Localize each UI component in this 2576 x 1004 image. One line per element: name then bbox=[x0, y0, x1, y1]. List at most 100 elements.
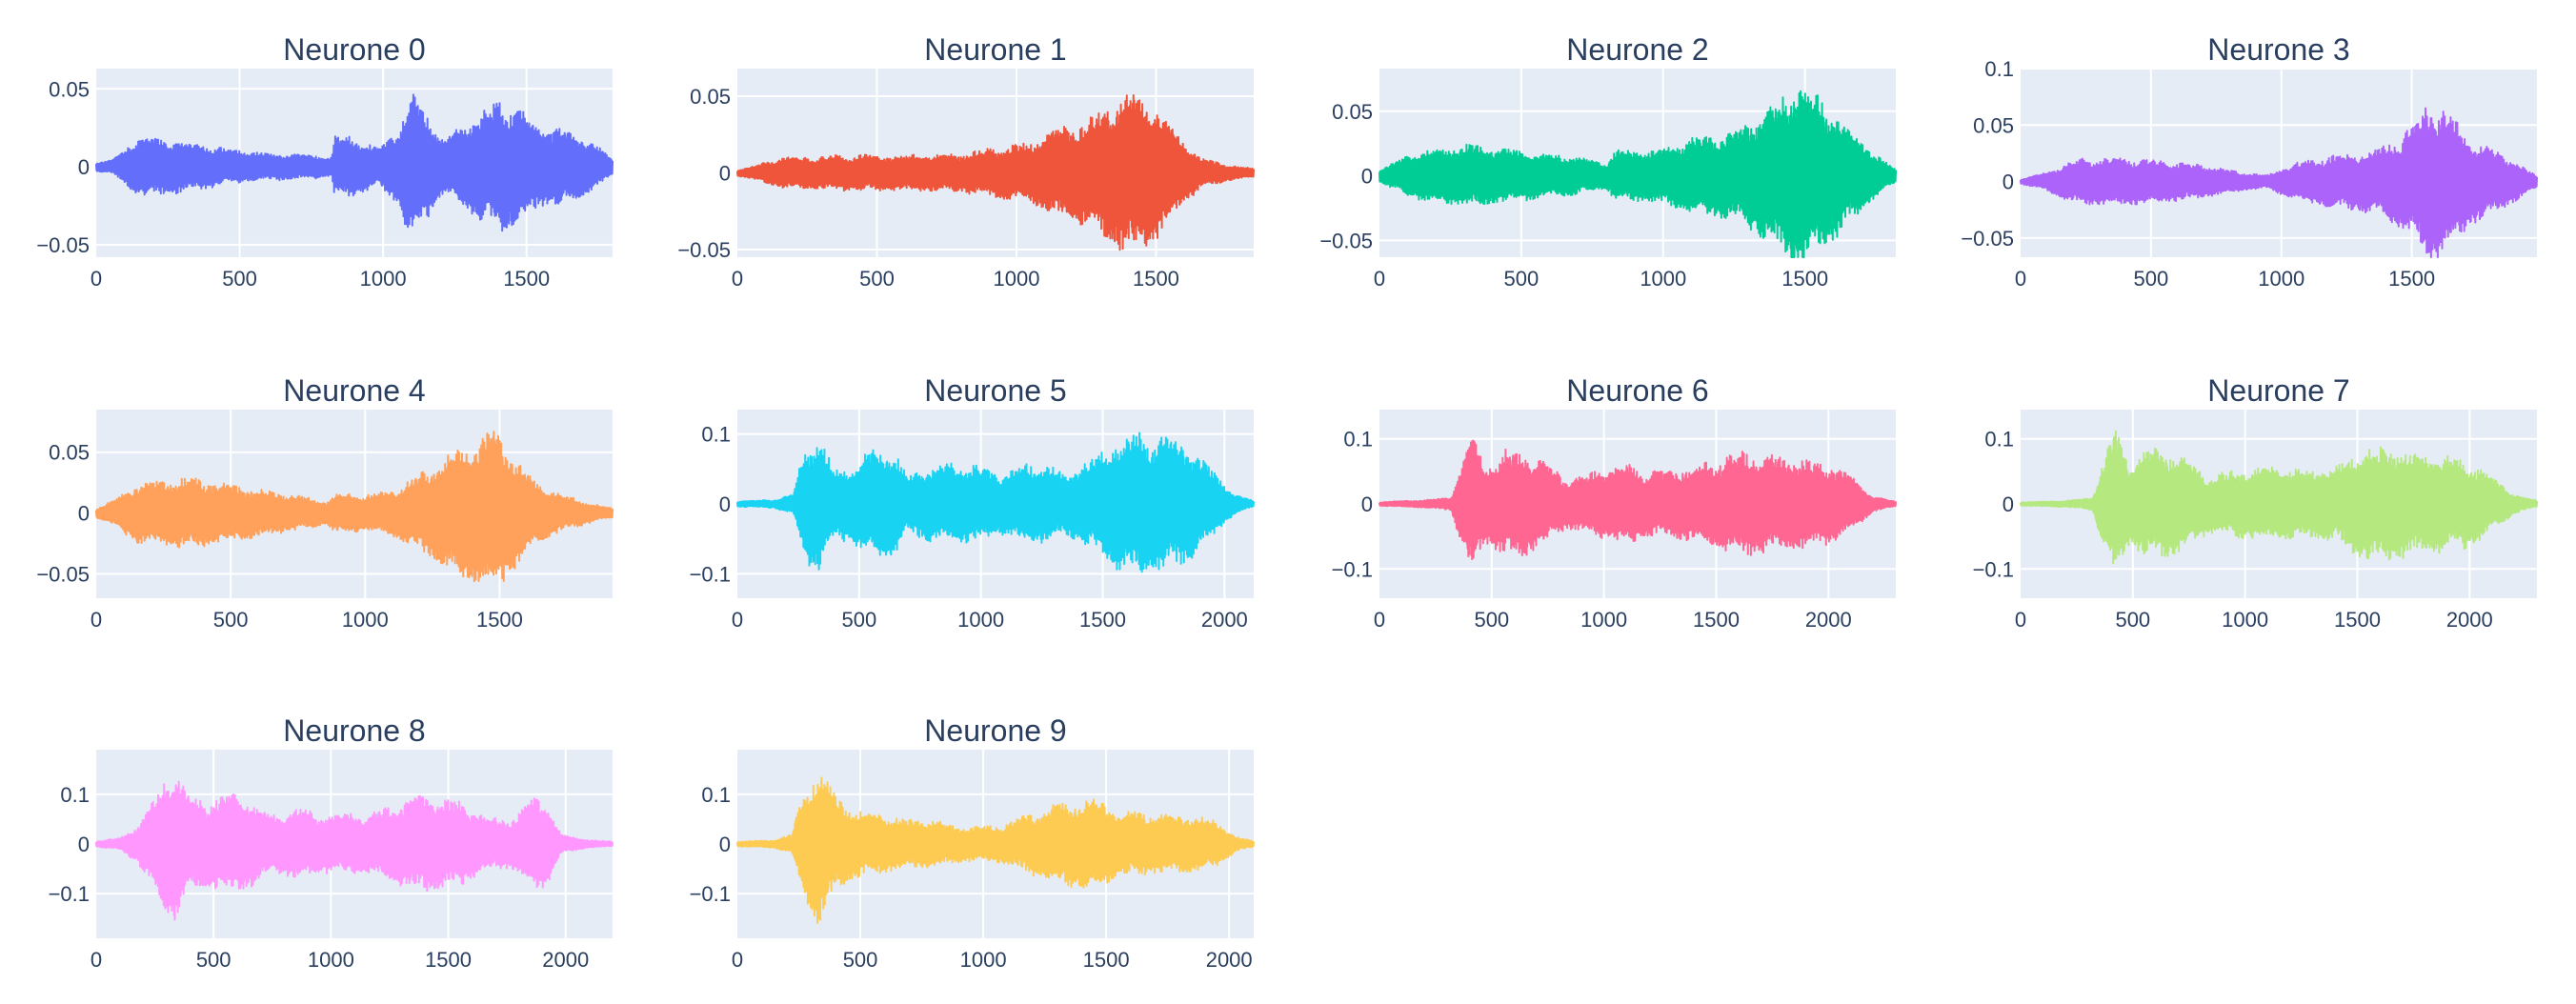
x-tick-label: 0 bbox=[2015, 608, 2026, 632]
y-tick-label: −0.1 bbox=[1332, 557, 1373, 581]
x-tick-label: 0 bbox=[732, 608, 743, 632]
y-tick-label: −0.05 bbox=[36, 562, 90, 586]
x-tick-label: 500 bbox=[222, 267, 257, 291]
subplot-title: Neurone 2 bbox=[1566, 32, 1708, 67]
x-tick-label: 1000 bbox=[2258, 267, 2304, 291]
x-tick-label: 2000 bbox=[1201, 608, 1248, 632]
x-tick-label: 1500 bbox=[1083, 948, 1130, 972]
series-line bbox=[736, 432, 1255, 573]
x-tick-label: 1000 bbox=[960, 948, 1007, 972]
subplot-title: Neurone 4 bbox=[283, 373, 425, 408]
x-tick-label: 1500 bbox=[1781, 267, 1828, 291]
x-tick-label: 1500 bbox=[476, 608, 523, 632]
x-tick-label: 0 bbox=[91, 608, 102, 632]
x-tick-label: 500 bbox=[1474, 608, 1509, 632]
x-tick-label: 1000 bbox=[957, 608, 1004, 632]
y-tick-label: 0 bbox=[2002, 492, 2014, 516]
y-tick-label: −0.05 bbox=[1319, 229, 1373, 252]
x-tick-label: 0 bbox=[732, 948, 743, 972]
x-tick-label: 1000 bbox=[2222, 608, 2268, 632]
x-tick-label: 500 bbox=[1504, 267, 1540, 291]
y-tick-label: −0.1 bbox=[1973, 557, 2014, 581]
x-tick-label: 2000 bbox=[542, 948, 589, 972]
x-tick-label: 1500 bbox=[1693, 608, 1740, 632]
y-tick-label: 0 bbox=[1361, 492, 1373, 516]
y-tick-label: 0 bbox=[78, 155, 90, 179]
x-tick-label: 1000 bbox=[993, 267, 1039, 291]
subplot-7: 0 500 1000 1500 2000 −0.1 0 0.1 Neurone 7 bbox=[1973, 373, 2538, 632]
y-tick-label: 0.05 bbox=[1332, 100, 1373, 124]
x-tick-label: 0 bbox=[2015, 267, 2026, 291]
y-tick-label: 0.1 bbox=[1984, 428, 2014, 452]
subplot-title: Neurone 8 bbox=[283, 713, 425, 748]
y-tick-label: −0.1 bbox=[690, 882, 731, 906]
subplot-title: Neurone 6 bbox=[1566, 373, 1708, 408]
y-tick-label: −0.05 bbox=[677, 238, 731, 262]
x-tick-label: 2000 bbox=[2446, 608, 2493, 632]
x-tick-label: 500 bbox=[2134, 267, 2169, 291]
subplot-title: Neurone 3 bbox=[2207, 32, 2349, 67]
x-tick-label: 500 bbox=[841, 608, 876, 632]
subplot-9: 0 500 1000 1500 2000 −0.1 0 0.1 Neurone 9 bbox=[690, 713, 1255, 972]
x-tick-label: 0 bbox=[1374, 608, 1385, 632]
x-tick-label: 500 bbox=[196, 948, 231, 972]
x-tick-label: 1000 bbox=[342, 608, 389, 632]
x-tick-label: 500 bbox=[859, 267, 895, 291]
subplot-title: Neurone 7 bbox=[2207, 373, 2349, 408]
x-tick-label: 500 bbox=[213, 608, 249, 632]
y-tick-label: 0 bbox=[2002, 171, 2014, 194]
x-tick-label: 1000 bbox=[1580, 608, 1627, 632]
y-tick-label: 0.05 bbox=[1973, 113, 2014, 137]
y-tick-label: −0.05 bbox=[36, 233, 90, 257]
y-tick-label: −0.1 bbox=[49, 882, 90, 906]
y-tick-label: −0.1 bbox=[690, 562, 731, 586]
x-tick-label: 1500 bbox=[1133, 267, 1179, 291]
series-line bbox=[2020, 430, 2538, 565]
x-tick-label: 500 bbox=[843, 948, 878, 972]
x-tick-label: 1500 bbox=[2388, 267, 2435, 291]
x-tick-label: 0 bbox=[732, 267, 743, 291]
y-tick-label: 0 bbox=[719, 833, 731, 856]
y-tick-label: 0 bbox=[1361, 165, 1373, 189]
subplot-8: 0 500 1000 1500 2000 −0.1 0 0.1 Neurone 8 bbox=[49, 713, 614, 972]
series-line bbox=[95, 780, 614, 921]
x-tick-label: 1500 bbox=[1079, 608, 1126, 632]
series-line bbox=[736, 94, 1255, 251]
subplot-title: Neurone 1 bbox=[924, 32, 1066, 67]
y-tick-label: −0.05 bbox=[1961, 227, 2014, 251]
series-line bbox=[1379, 90, 1897, 258]
y-tick-label: 0 bbox=[78, 502, 90, 526]
y-tick-label: 0.05 bbox=[49, 441, 90, 465]
x-tick-label: 1500 bbox=[2334, 608, 2381, 632]
x-tick-label: 2000 bbox=[1805, 608, 1852, 632]
subplot-title: Neurone 0 bbox=[283, 32, 425, 67]
subplot-title: Neurone 9 bbox=[924, 713, 1066, 748]
x-tick-label: 1500 bbox=[503, 267, 550, 291]
y-tick-label: 0.1 bbox=[1343, 428, 1373, 452]
y-tick-label: 0.1 bbox=[1984, 57, 2014, 81]
x-tick-label: 500 bbox=[2115, 608, 2150, 632]
series-line bbox=[95, 431, 614, 583]
x-tick-label: 0 bbox=[91, 948, 102, 972]
series-line bbox=[736, 776, 1255, 924]
y-tick-label: 0.1 bbox=[701, 423, 731, 447]
y-tick-label: 0.05 bbox=[49, 77, 90, 101]
series-line bbox=[95, 93, 614, 232]
series-line bbox=[2020, 107, 2538, 258]
y-tick-label: 0.05 bbox=[690, 85, 731, 109]
x-tick-label: 0 bbox=[1374, 267, 1385, 291]
y-tick-label: 0 bbox=[78, 833, 90, 856]
subplot-title: Neurone 5 bbox=[924, 373, 1066, 408]
y-tick-label: 0.1 bbox=[60, 783, 90, 807]
x-tick-label: 1000 bbox=[1640, 267, 1686, 291]
x-tick-label: 0 bbox=[91, 267, 102, 291]
x-tick-label: 1500 bbox=[425, 948, 472, 972]
x-tick-label: 1000 bbox=[360, 267, 407, 291]
y-tick-label: 0.1 bbox=[701, 783, 731, 807]
